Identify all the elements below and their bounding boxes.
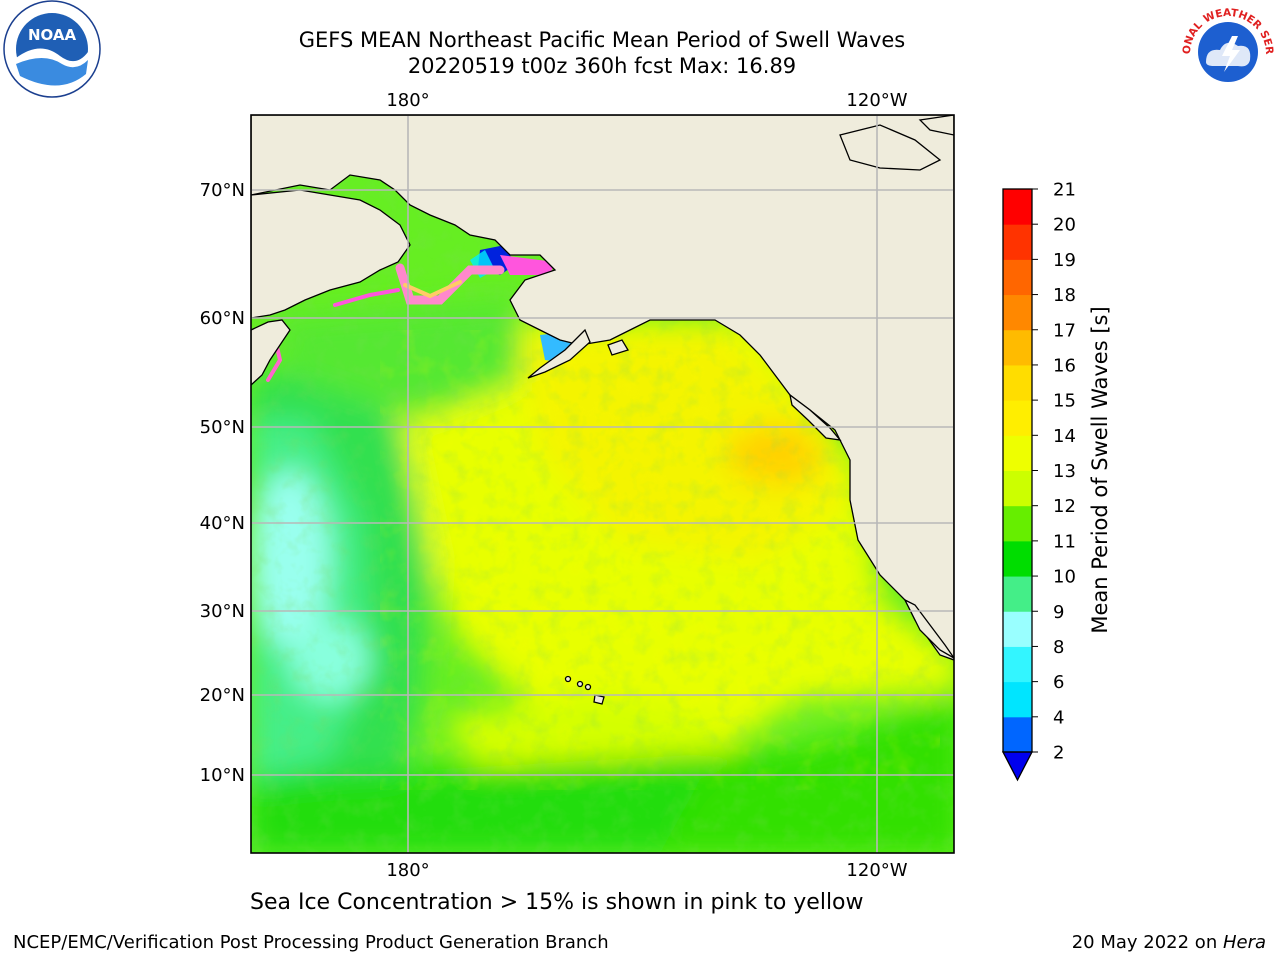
colorbar-segment — [1003, 540, 1032, 577]
colorbar-tick-label: 4 — [1053, 707, 1064, 728]
colorbar-tick-label: 17 — [1053, 320, 1076, 341]
colorbar-tick-label: 9 — [1053, 602, 1064, 623]
colorbar-segment — [1003, 716, 1032, 753]
lat-label-30n: 30°N — [200, 601, 245, 622]
colorbar-segment — [1003, 435, 1032, 471]
colorbar-tick-label: 12 — [1053, 496, 1076, 517]
colorbar-tick-label: 16 — [1053, 355, 1076, 376]
colorbar-segment — [1003, 576, 1032, 612]
map-frame — [250, 114, 955, 854]
colorbar-tick-label: 18 — [1053, 285, 1076, 306]
lat-label-70n: 70°N — [200, 180, 245, 201]
colorbar-segment — [1003, 364, 1032, 401]
hawaii-islands — [564, 675, 605, 705]
colorbar-segment — [1003, 294, 1032, 331]
land-masses — [251, 115, 954, 661]
lat-label-50n: 50°N — [200, 417, 245, 438]
colorbar-tick-label: 8 — [1053, 637, 1064, 658]
colorbar-segment — [1003, 189, 1032, 225]
producer-credit: NCEP/EMC/Verification Post Processing Pr… — [13, 932, 609, 953]
noaa-logo-text: NOAA — [28, 26, 77, 44]
colorbar-under-arrow — [1001, 751, 1034, 782]
nws-logo: NATIONAL WEATHER SERVICE — [1176, 0, 1275, 98]
colorbar-tick-label: 14 — [1053, 426, 1076, 447]
colorbar-segment — [1003, 470, 1032, 507]
colorbar-segment — [1003, 329, 1032, 366]
lat-label-10n: 10°N — [200, 765, 245, 786]
chart-title: GEFS MEAN Northeast Pacific Mean Period … — [298, 28, 906, 52]
colorbar-segment — [1003, 646, 1032, 683]
issue-date-text: 20 May 2022 on — [1071, 932, 1223, 953]
colorbar-segment — [1003, 505, 1032, 542]
colorbar-tick-label: 15 — [1053, 391, 1076, 412]
lon-label-bottom-180: 180° — [386, 860, 429, 881]
colorbar-tick-label: 21 — [1053, 180, 1076, 201]
colorbar-tick-label: 11 — [1053, 531, 1076, 552]
colorbar-tick-label: 10 — [1053, 567, 1076, 588]
lon-label-top-180: 180° — [386, 90, 429, 111]
lon-label-top-120w: 120°W — [846, 90, 907, 111]
map-plot-area — [251, 115, 954, 853]
lat-label-20n: 20°N — [200, 685, 245, 706]
lon-label-bottom-120w: 120°W — [846, 860, 907, 881]
colorbar-segment — [1003, 611, 1032, 647]
colorbar-segment — [1003, 681, 1032, 718]
colorbar-tick-label: 13 — [1053, 461, 1076, 482]
sea-ice-note: Sea Ice Concentration > 15% is shown in … — [250, 890, 864, 915]
colorbar-tick-label: 19 — [1053, 250, 1076, 271]
graticule — [251, 115, 954, 853]
colorbar-segment — [1003, 259, 1032, 296]
machine-name: Hera — [1222, 932, 1266, 953]
colorbar-label-wrap: Mean Period of Swell Waves [s] — [1082, 188, 1118, 752]
colorbar-label: Mean Period of Swell Waves [s] — [1088, 306, 1112, 634]
lat-label-40n: 40°N — [200, 513, 245, 534]
colorbar-tick-label: 6 — [1053, 672, 1064, 693]
colorbar-ticks: 21 20 19 18 17 16 15 14 13 12 11 10 9 8 6 4 2 — [1032, 180, 1076, 764]
colorbar-segment — [1003, 400, 1032, 436]
lat-label-60n: 60°N — [200, 308, 245, 329]
noaa-logo: NOAA — [3, 0, 101, 98]
colorbar-tick-label: 20 — [1053, 215, 1076, 236]
colorbar — [1001, 188, 1034, 782]
chart-subtitle: 20220519 t00z 360h fcst Max: 16.89 — [407, 54, 797, 78]
colorbar-tick-label: 2 — [1053, 743, 1064, 764]
issue-date: 20 May 2022 on Hera — [1072, 932, 1266, 953]
colorbar-segment — [1003, 224, 1032, 260]
